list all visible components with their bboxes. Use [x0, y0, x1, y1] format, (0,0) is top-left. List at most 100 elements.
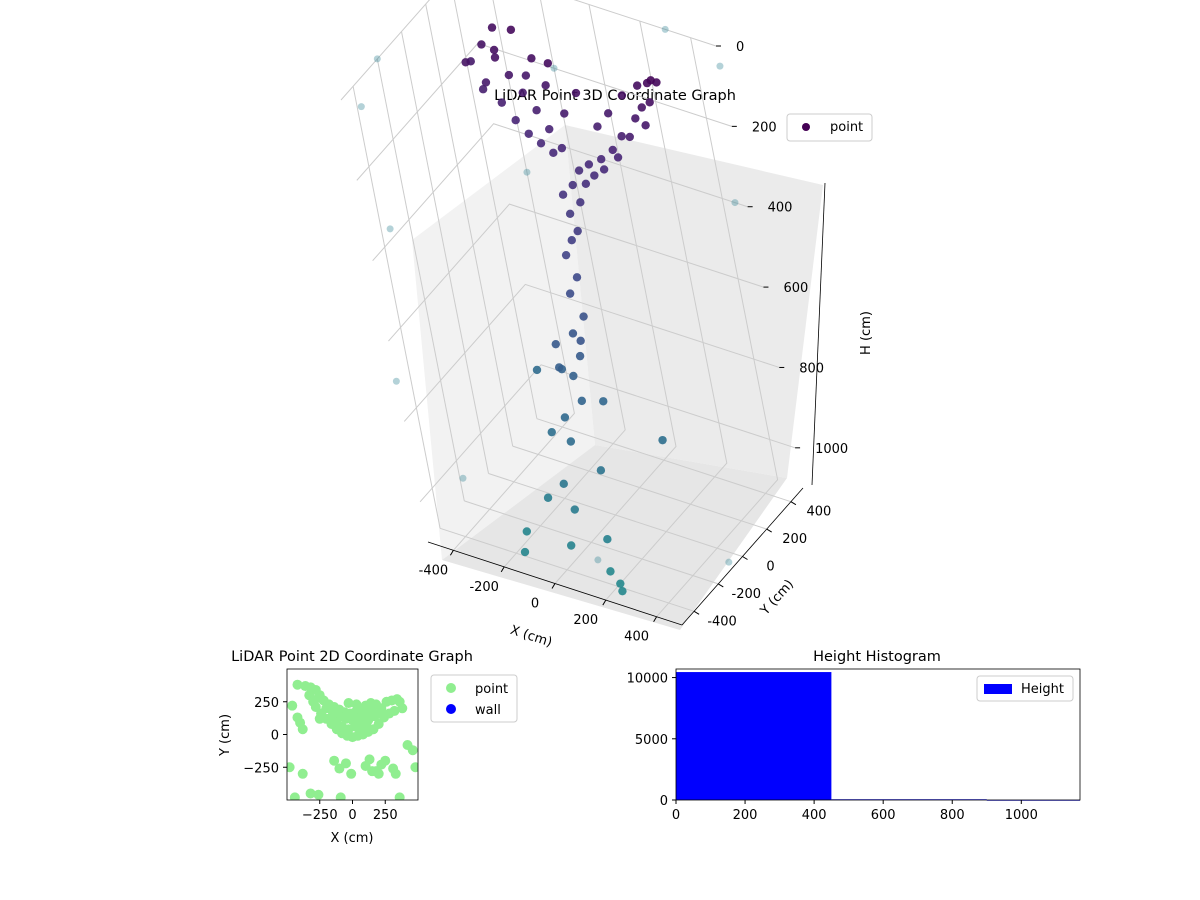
scatter-point-3d: [551, 339, 560, 349]
scatter-point-3d: [568, 329, 578, 338]
chart3d-title: LiDAR Point 3D Coordinate Graph: [494, 88, 736, 104]
x-axis-label: X (cm): [508, 623, 554, 651]
scatter-point-3d: [576, 336, 585, 346]
scatter-point-2d: [335, 792, 346, 800]
hist-x-tick-label: 600: [871, 808, 896, 823]
scatter-point-3d: [557, 143, 567, 153]
grid-line-y: [512, 445, 767, 530]
chart-3d: LiDAR Point 3D Coordinate Graph -400 -200…: [340, 0, 874, 651]
scatter-point-3d: [596, 466, 606, 475]
scatter-point-3d: [549, 148, 558, 158]
legend-hist: Height: [976, 675, 1074, 702]
scatter-point-faint: [386, 225, 394, 233]
scatter-point-3d: [521, 71, 531, 80]
hist-y-tick-label: 5000: [635, 733, 668, 748]
grid-line-y-wall: [352, 86, 441, 529]
floor-pane: [442, 445, 787, 630]
ticks-3d: -400 -200 0 200 400 -400 -200 0 200 400 0 200 400 600…: [419, 40, 849, 645]
scatter-point-3d: [566, 541, 576, 550]
grid-line-y-wall: [401, 31, 489, 474]
scatter-point-3d: [599, 165, 609, 174]
x-tick: [551, 583, 556, 589]
chart2d-y-tick-label: −250: [243, 761, 279, 776]
x-tick-label: 400: [624, 630, 649, 645]
y-tick: [718, 583, 724, 588]
scatter-point-3d: [574, 166, 584, 175]
scatter-point-2d: [313, 789, 324, 800]
hist-title: Height Histogram: [813, 649, 941, 665]
left-pane: [412, 125, 595, 560]
y-tick: [790, 501, 797, 506]
scatter-point-3d: [567, 236, 576, 245]
scatter-point-faint: [594, 556, 602, 564]
scatter-point-3d: [577, 396, 587, 406]
x-tick-label: -200: [469, 580, 499, 595]
scatter-point-2d: [289, 792, 300, 800]
chart2d-title: LiDAR Point 2D Coordinate Graph: [231, 649, 473, 665]
scatter-point-3d: [568, 180, 577, 190]
scatter-point-3d: [536, 139, 546, 148]
grid-line-y-wall: [376, 58, 465, 501]
legend-2d-point-label: point: [475, 682, 508, 697]
ticks-2d: −250 0 250 250 0 −250: [243, 696, 397, 823]
points-2d: [287, 679, 418, 800]
y-tick-label: 400: [806, 505, 831, 520]
x-tick-label: 0: [531, 597, 539, 612]
hist-x-tick-label: 0: [672, 808, 680, 823]
legend-2d-wall-marker: [446, 704, 456, 714]
legend-2d: point wall: [430, 674, 518, 723]
grid-line-z: [340, 0, 717, 101]
scatter-point-2d: [373, 768, 384, 779]
scatter-point-3d: [477, 40, 486, 49]
scatter-point-3d: [572, 273, 582, 282]
scatter-point-3d: [527, 54, 536, 63]
hist-x-tick-label: 400: [802, 808, 827, 823]
hist-y-tick-label: 10000: [627, 672, 668, 687]
scatter-point-3d: [646, 76, 655, 85]
scatter-point-3d: [571, 88, 581, 98]
scatter-point-2d: [390, 768, 401, 779]
grid-line-x: [656, 37, 779, 618]
scatter-point-2d: [394, 792, 405, 800]
y-axis-label: Y (cm): [757, 577, 797, 619]
scatter-point-faint: [523, 168, 531, 176]
x-tick: [602, 599, 607, 606]
y-tick: [766, 528, 772, 533]
scatter-point-2d: [297, 768, 308, 779]
scatter-point-3d: [632, 81, 642, 90]
scatter-point-3d: [603, 535, 612, 544]
scatter-point-3d: [637, 103, 646, 112]
z-tick-label: 0: [736, 40, 744, 55]
legend-2d-wall-label: wall: [475, 703, 501, 718]
scatter-point-3d: [606, 567, 615, 576]
scatter-point-2d: [297, 724, 308, 735]
scatter-point-2d: [340, 758, 351, 769]
scatter-point-3d: [631, 114, 640, 123]
scatter-point-3d: [593, 122, 602, 131]
chart2d-y-label: Y (cm): [218, 714, 233, 757]
x-tick-label: -400: [419, 563, 449, 578]
scatter-point-3d: [608, 145, 617, 155]
scatter-point-3d: [532, 106, 541, 115]
chart-histogram: Height Histogram 0 200 400 600 800 1000050001…: [627, 649, 1081, 823]
hist-y-tick-label: 0: [660, 794, 668, 809]
scatter-point-3d: [618, 586, 627, 596]
scatter-point-3d: [461, 58, 470, 67]
scatter-point-3d: [617, 132, 626, 141]
scatter-point-3d: [541, 81, 550, 90]
scatter-point-3d: [575, 351, 585, 361]
scatter-point-3d: [579, 312, 588, 321]
hist-x-tick-label: 1000: [1005, 808, 1038, 823]
scatter-point-3d: [616, 579, 625, 588]
grid-line-y-wall: [453, 0, 538, 419]
scatter-point-3d: [559, 479, 568, 489]
scatter-point-faint: [459, 474, 467, 482]
scatter-point-2d: [397, 703, 408, 714]
x-tick: [653, 616, 658, 622]
scatter-point-2d: [351, 699, 362, 710]
scatter-point-3d: [617, 91, 627, 100]
scatter-point-3d: [543, 59, 553, 68]
scatter-point-2d: [292, 679, 303, 690]
grid-line-y: [536, 418, 792, 503]
